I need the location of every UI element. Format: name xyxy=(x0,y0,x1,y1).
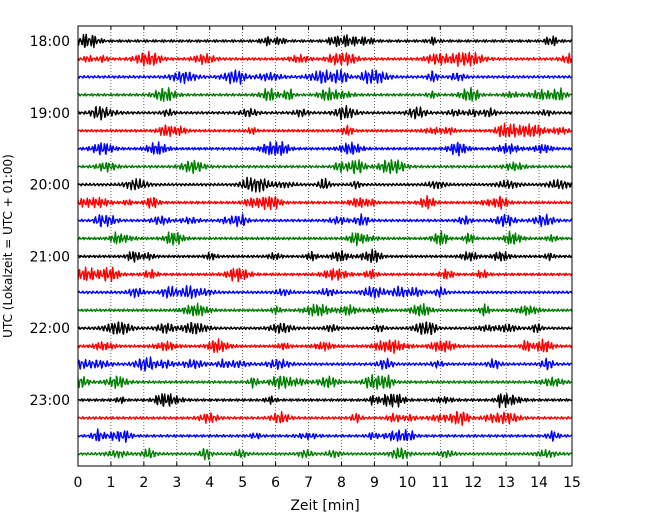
trace-2045 xyxy=(77,230,573,247)
trace-2030 xyxy=(77,213,573,228)
trace-2145 xyxy=(77,302,573,317)
y-tick-label: 19:00 xyxy=(30,106,70,122)
y-tick-label: 18:00 xyxy=(30,34,70,50)
x-tick-label: 4 xyxy=(205,475,214,491)
trace-1815 xyxy=(77,50,573,68)
trace-1845 xyxy=(77,86,573,103)
x-tick-label: 14 xyxy=(530,475,548,491)
x-tick-label: 3 xyxy=(172,475,181,491)
trace-2100 xyxy=(77,248,573,264)
x-axis-label: Zeit [min] xyxy=(290,498,359,514)
trace-2015 xyxy=(77,195,573,211)
x-tick-label: 6 xyxy=(271,475,280,491)
y-tick-label: 20:00 xyxy=(30,178,70,194)
x-tick-label: 10 xyxy=(398,475,416,491)
trace-2330 xyxy=(77,428,573,443)
y-tick-label: 21:00 xyxy=(30,249,70,265)
x-tick-label: 0 xyxy=(74,475,83,491)
x-tick-label: 12 xyxy=(464,475,482,491)
trace-2245 xyxy=(77,373,573,390)
trace-1830 xyxy=(77,69,573,85)
y-tick-label: 22:00 xyxy=(30,321,70,337)
x-tick-label: 15 xyxy=(563,475,581,491)
x-tick-label: 5 xyxy=(238,475,247,491)
trace-1800 xyxy=(77,33,573,49)
trace-2000 xyxy=(77,176,573,193)
trace-2115 xyxy=(77,266,573,283)
trace-1915 xyxy=(77,122,573,138)
y-tick-label: 23:00 xyxy=(30,393,70,409)
trace-2215 xyxy=(77,338,573,354)
trace-2130 xyxy=(77,284,573,300)
plot-frame xyxy=(77,25,573,467)
x-tick-label: 8 xyxy=(337,475,346,491)
grid-lines xyxy=(110,26,540,466)
x-tick-label: 1 xyxy=(106,475,115,491)
traces xyxy=(77,33,573,461)
trace-1900 xyxy=(77,104,573,121)
y-axis-label: UTC (Lokalzeit = UTC + 01:00) xyxy=(1,154,15,338)
y-axis-ticks: 18:00 19:00 20:00 21:00 22:00 23:00 xyxy=(30,34,572,409)
trace-2200 xyxy=(77,321,573,336)
x-tick-label: 9 xyxy=(370,475,379,491)
trace-1945 xyxy=(77,159,573,175)
trace-2345 xyxy=(77,447,573,461)
trace-2315 xyxy=(77,410,573,426)
x-tick-label: 13 xyxy=(497,475,515,491)
trace-1930 xyxy=(77,141,573,157)
x-tick-label: 7 xyxy=(304,475,313,491)
trace-2300 xyxy=(77,393,573,409)
x-tick-label: 11 xyxy=(431,475,449,491)
x-tick-label: 2 xyxy=(139,475,148,491)
trace-2230 xyxy=(77,356,573,372)
